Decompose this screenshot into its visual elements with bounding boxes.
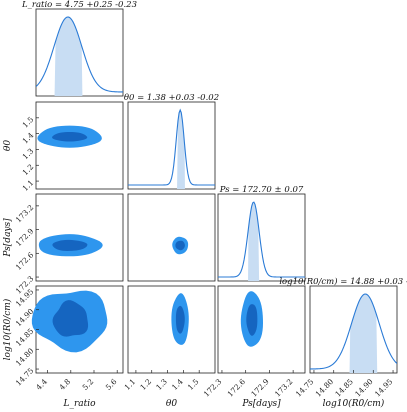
- ytick-label-logR0-1: 14.80: [14, 346, 36, 368]
- ytick-label-theta0-0: 1.1: [21, 178, 36, 193]
- contour-L_ratio-logR0: [31, 290, 108, 353]
- xtick-label-Ps-1: 172.6: [226, 377, 248, 399]
- xtick-label-Ps-3: 173.2: [273, 377, 295, 399]
- yaxis-label-theta0: θ0: [3, 140, 13, 151]
- xaxis-label-L_ratio: L_ratio: [62, 399, 96, 409]
- marginal-theta0: θ0 = 1.38 +0.03 -0.02: [124, 93, 219, 189]
- contour-inner-2: [175, 240, 185, 251]
- contour-inner-4: [175, 305, 185, 334]
- ytick-label-Ps-1: 172.6: [14, 250, 36, 272]
- panel-frame-1-0: [35, 101, 124, 190]
- ytick-label-logR0-2: 14.85: [14, 326, 36, 348]
- xtick-label-theta0-4: 1.5: [186, 377, 201, 392]
- credible-band-L_ratio: [54, 17, 83, 96]
- contour-inner-1: [52, 239, 88, 251]
- panel-frame-2-0: [35, 193, 124, 282]
- xtick-label-L_ratio-2: 5.2: [81, 377, 96, 392]
- marginal-title-L_ratio: L_ratio = 4.75 +0.25 -0.23: [21, 0, 137, 10]
- marginal-Ps: Ps = 172.70 ± 0.07: [218, 185, 305, 281]
- contour-L_ratio-Ps: [38, 234, 103, 257]
- xaxis-label-Ps: Ps[days]: [241, 399, 281, 409]
- density-line-logR0: [310, 293, 397, 370]
- ytick-label-Ps-2: 172.9: [14, 226, 36, 248]
- contour-inner-5: [246, 304, 258, 336]
- ytick-label-Ps-3: 173.2: [14, 203, 36, 225]
- contour-inner-0: [52, 132, 88, 142]
- yaxis-label-Ps: Ps[days]: [3, 218, 13, 258]
- xtick-label-theta0-3: 1.4: [170, 377, 185, 392]
- yaxis-label-logR0: log10(R0/cm): [2, 298, 13, 360]
- marginal-L_ratio: L_ratio = 4.75 +0.25 -0.23: [21, 0, 137, 96]
- marginal-logR0: log10(R0/cm) = 14.88 +0.03 -0.04: [279, 276, 407, 373]
- ytick-label-theta0-1: 1.2: [21, 162, 36, 177]
- ytick-label-logR0-0: 14.75: [14, 366, 36, 388]
- contour-inner-3: [52, 300, 89, 337]
- density-line-theta0: [128, 108, 215, 186]
- credible-band-Ps: [248, 202, 260, 281]
- xtick-label-L_ratio-0: 4.4: [34, 377, 49, 392]
- xtick-label-logR0-4: 14.95: [373, 377, 395, 399]
- xtick-label-Ps-2: 172.9: [249, 377, 271, 399]
- panel-frame-3-2: [217, 285, 306, 374]
- panel-frame-2-1: [127, 193, 216, 282]
- contour-theta0-Ps: [172, 236, 189, 255]
- ytick-label-theta0-3: 1.4: [21, 131, 36, 146]
- credible-band-logR0: [349, 294, 378, 373]
- ytick-label-theta0-2: 1.3: [21, 146, 36, 161]
- xtick-label-logR0-1: 14.80: [314, 377, 336, 399]
- contour-Ps-logR0: [240, 291, 263, 347]
- contour-L_ratio-theta0: [37, 125, 102, 148]
- xtick-label-L_ratio-3: 5.6: [104, 377, 119, 392]
- marginal-title-Ps: Ps = 172.70 ± 0.07: [219, 185, 304, 195]
- density-line-L_ratio: [36, 16, 123, 93]
- xtick-label-theta0-0: 1.1: [123, 377, 138, 392]
- xtick-label-logR0-2: 14.85: [333, 377, 355, 399]
- ytick-label-theta0-4: 1.5: [21, 115, 36, 130]
- xtick-label-logR0-3: 14.90: [353, 377, 375, 399]
- xaxis-label-theta0: θ0: [166, 399, 177, 409]
- panel-frame-3-1: [127, 285, 216, 374]
- xtick-label-L_ratio-1: 4.8: [57, 377, 72, 392]
- marginal-title-logR0: log10(R0/cm) = 14.88 +0.03 -0.04: [279, 276, 407, 287]
- xaxis-label-logR0: log10(R0/cm): [323, 398, 385, 409]
- xtick-label-theta0-2: 1.3: [154, 377, 169, 392]
- marginal-title-theta0: θ0 = 1.38 +0.03 -0.02: [124, 93, 219, 103]
- density-line-Ps: [218, 201, 305, 278]
- xtick-label-logR0-0: 14.75: [294, 377, 316, 399]
- xtick-label-Ps-0: 172.3: [202, 377, 224, 399]
- panel-frame-2-2: [217, 193, 306, 282]
- contour-theta0-logR0: [171, 293, 189, 345]
- panel-frame-1-1: [127, 101, 216, 190]
- xtick-label-theta0-1: 1.2: [138, 377, 153, 392]
